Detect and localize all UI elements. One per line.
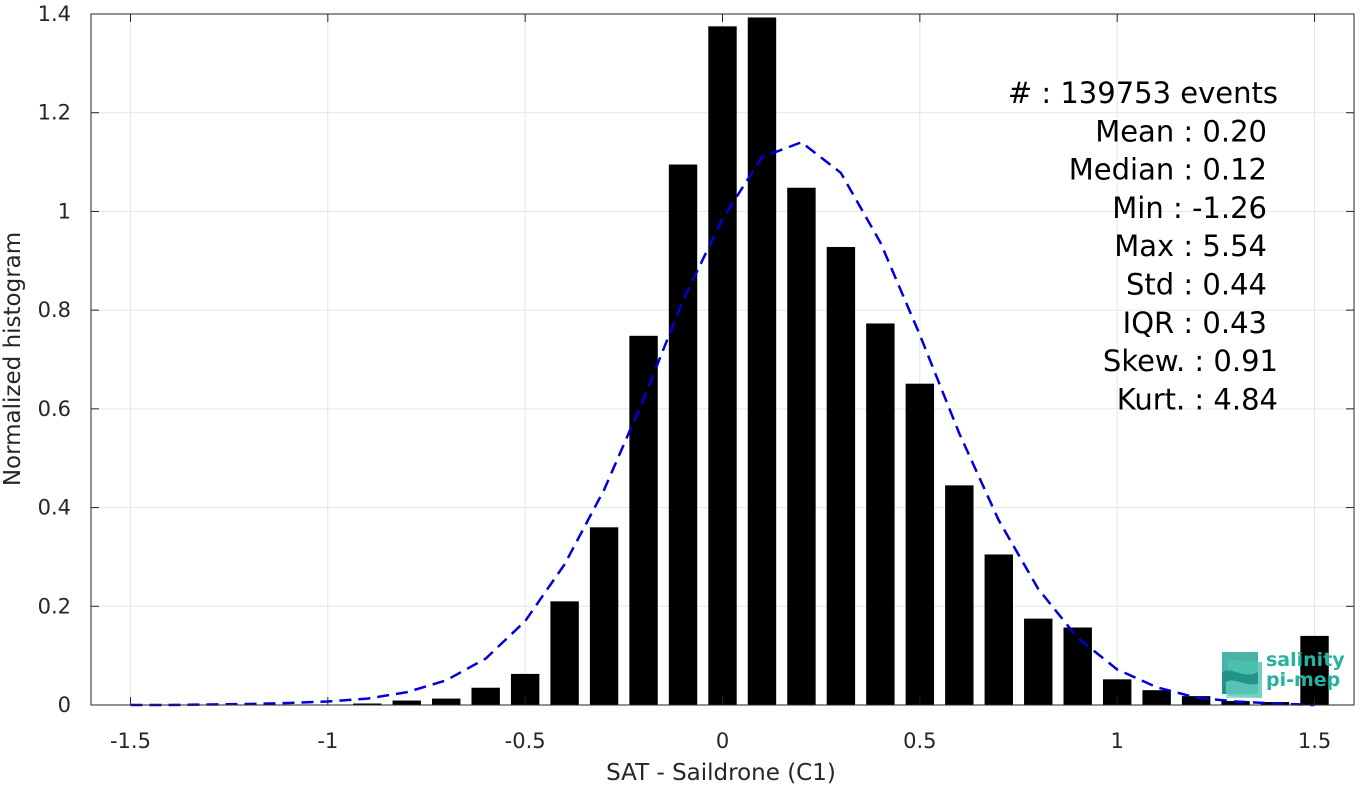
stat-line-1: Mean : 0.20 (1095, 114, 1267, 148)
bar-18 (826, 246, 856, 706)
bar-9 (471, 687, 500, 705)
bar-7 (392, 700, 421, 705)
stat-value-1: 0.20 (1202, 114, 1267, 148)
bar-17 (787, 187, 816, 706)
logo-line2: pi-mep (1266, 669, 1340, 691)
x-axis-label: SAT - Saildrone (C1) (606, 760, 836, 785)
axes (90, 13, 1355, 706)
bar-28 (1221, 701, 1250, 705)
bar-14 (668, 164, 698, 705)
bar-6 (353, 703, 382, 705)
stat-label-5: Std : (1126, 268, 1202, 302)
stat-label-6: IQR : (1123, 306, 1203, 340)
stat-value-6: 0.43 (1202, 306, 1267, 340)
y-tick-label-7: 1.4 (38, 2, 71, 26)
stat-label-8: Kurt. : (1117, 382, 1214, 416)
tick-labels: -1.5 -1 -0.5 0 0.5 1 1.5 0 0.2 0.4 0.6 0.8 1 1.2 1.4 (38, 2, 1332, 753)
bar-23 (1024, 618, 1053, 705)
stat-label-1: Mean : (1095, 114, 1202, 148)
logo-wave-icon (1222, 652, 1262, 698)
y-tick-label-3: 0.6 (38, 397, 71, 421)
stat-value-2: 0.12 (1202, 153, 1267, 187)
bar-21 (945, 485, 974, 705)
logo-line1: salinity (1266, 649, 1345, 671)
stat-line-8: Kurt. : 4.84 (1117, 382, 1278, 416)
stat-label-7: Skew. : (1103, 344, 1214, 378)
y-tick-label-4: 0.8 (38, 298, 71, 322)
stat-label-2: Median : (1069, 153, 1203, 187)
x-tick-label-2: -0.5 (505, 729, 546, 753)
y-tick-label-6: 1.2 (38, 101, 71, 125)
stat-value-7: 0.91 (1213, 344, 1278, 378)
stat-line-3: Min : -1.26 (1112, 191, 1267, 225)
y-axis-label: Normalized histogram (0, 232, 26, 486)
bar-12 (589, 527, 619, 705)
stat-value-0: 139753 events (1060, 76, 1278, 110)
stat-label-0: # : (1008, 76, 1061, 110)
bars (313, 17, 1329, 706)
x-tick-label-0: -1.5 (110, 729, 151, 753)
y-tick-label-2: 0.4 (38, 496, 71, 520)
stat-label-3: Min : (1112, 191, 1192, 225)
bar-8 (432, 698, 461, 705)
x-tick-label-5: 1 (1111, 729, 1124, 753)
bar-15 (708, 26, 737, 705)
bar-16 (747, 17, 777, 705)
x-tick-label-3: 0 (716, 729, 729, 753)
bar-11 (550, 601, 579, 705)
bar-30 (1300, 635, 1329, 705)
y-tick-label-1: 0.2 (38, 594, 71, 618)
stat-line-7: Skew. : 0.91 (1103, 344, 1278, 378)
bar-19 (866, 323, 895, 705)
bar-20 (905, 383, 935, 705)
stat-value-5: 0.44 (1202, 268, 1267, 302)
bar-24 (1063, 627, 1092, 705)
x-tick-label-1: -1 (317, 729, 338, 753)
y-tick-label-5: 1 (58, 199, 71, 223)
bar-13 (629, 335, 658, 705)
salinity-pi-mep-logo: salinity pi-mep (1222, 649, 1345, 698)
stat-line-4: Max : 5.54 (1114, 229, 1267, 263)
stats-annotation: # : 139753 events Mean : 0.20 Median : 0.1… (1008, 76, 1278, 416)
x-tick-label-4: 0.5 (903, 729, 936, 753)
stat-value-3: -1.26 (1192, 191, 1267, 225)
stat-line-0: # : 139753 events (1008, 76, 1278, 110)
bar-22 (984, 554, 1013, 705)
stat-line-5: Std : 0.44 (1126, 268, 1267, 302)
bar-27 (1181, 696, 1211, 705)
stat-value-8: 4.84 (1213, 382, 1278, 416)
stat-label-4: Max : (1114, 229, 1202, 263)
stat-line-2: Median : 0.12 (1069, 153, 1267, 187)
bar-26 (1142, 690, 1171, 705)
y-tick-label-0: 0 (58, 693, 71, 717)
stat-value-4: 5.54 (1202, 229, 1267, 263)
stat-line-6: IQR : 0.43 (1123, 306, 1267, 340)
x-tick-label-6: 1.5 (1298, 729, 1331, 753)
